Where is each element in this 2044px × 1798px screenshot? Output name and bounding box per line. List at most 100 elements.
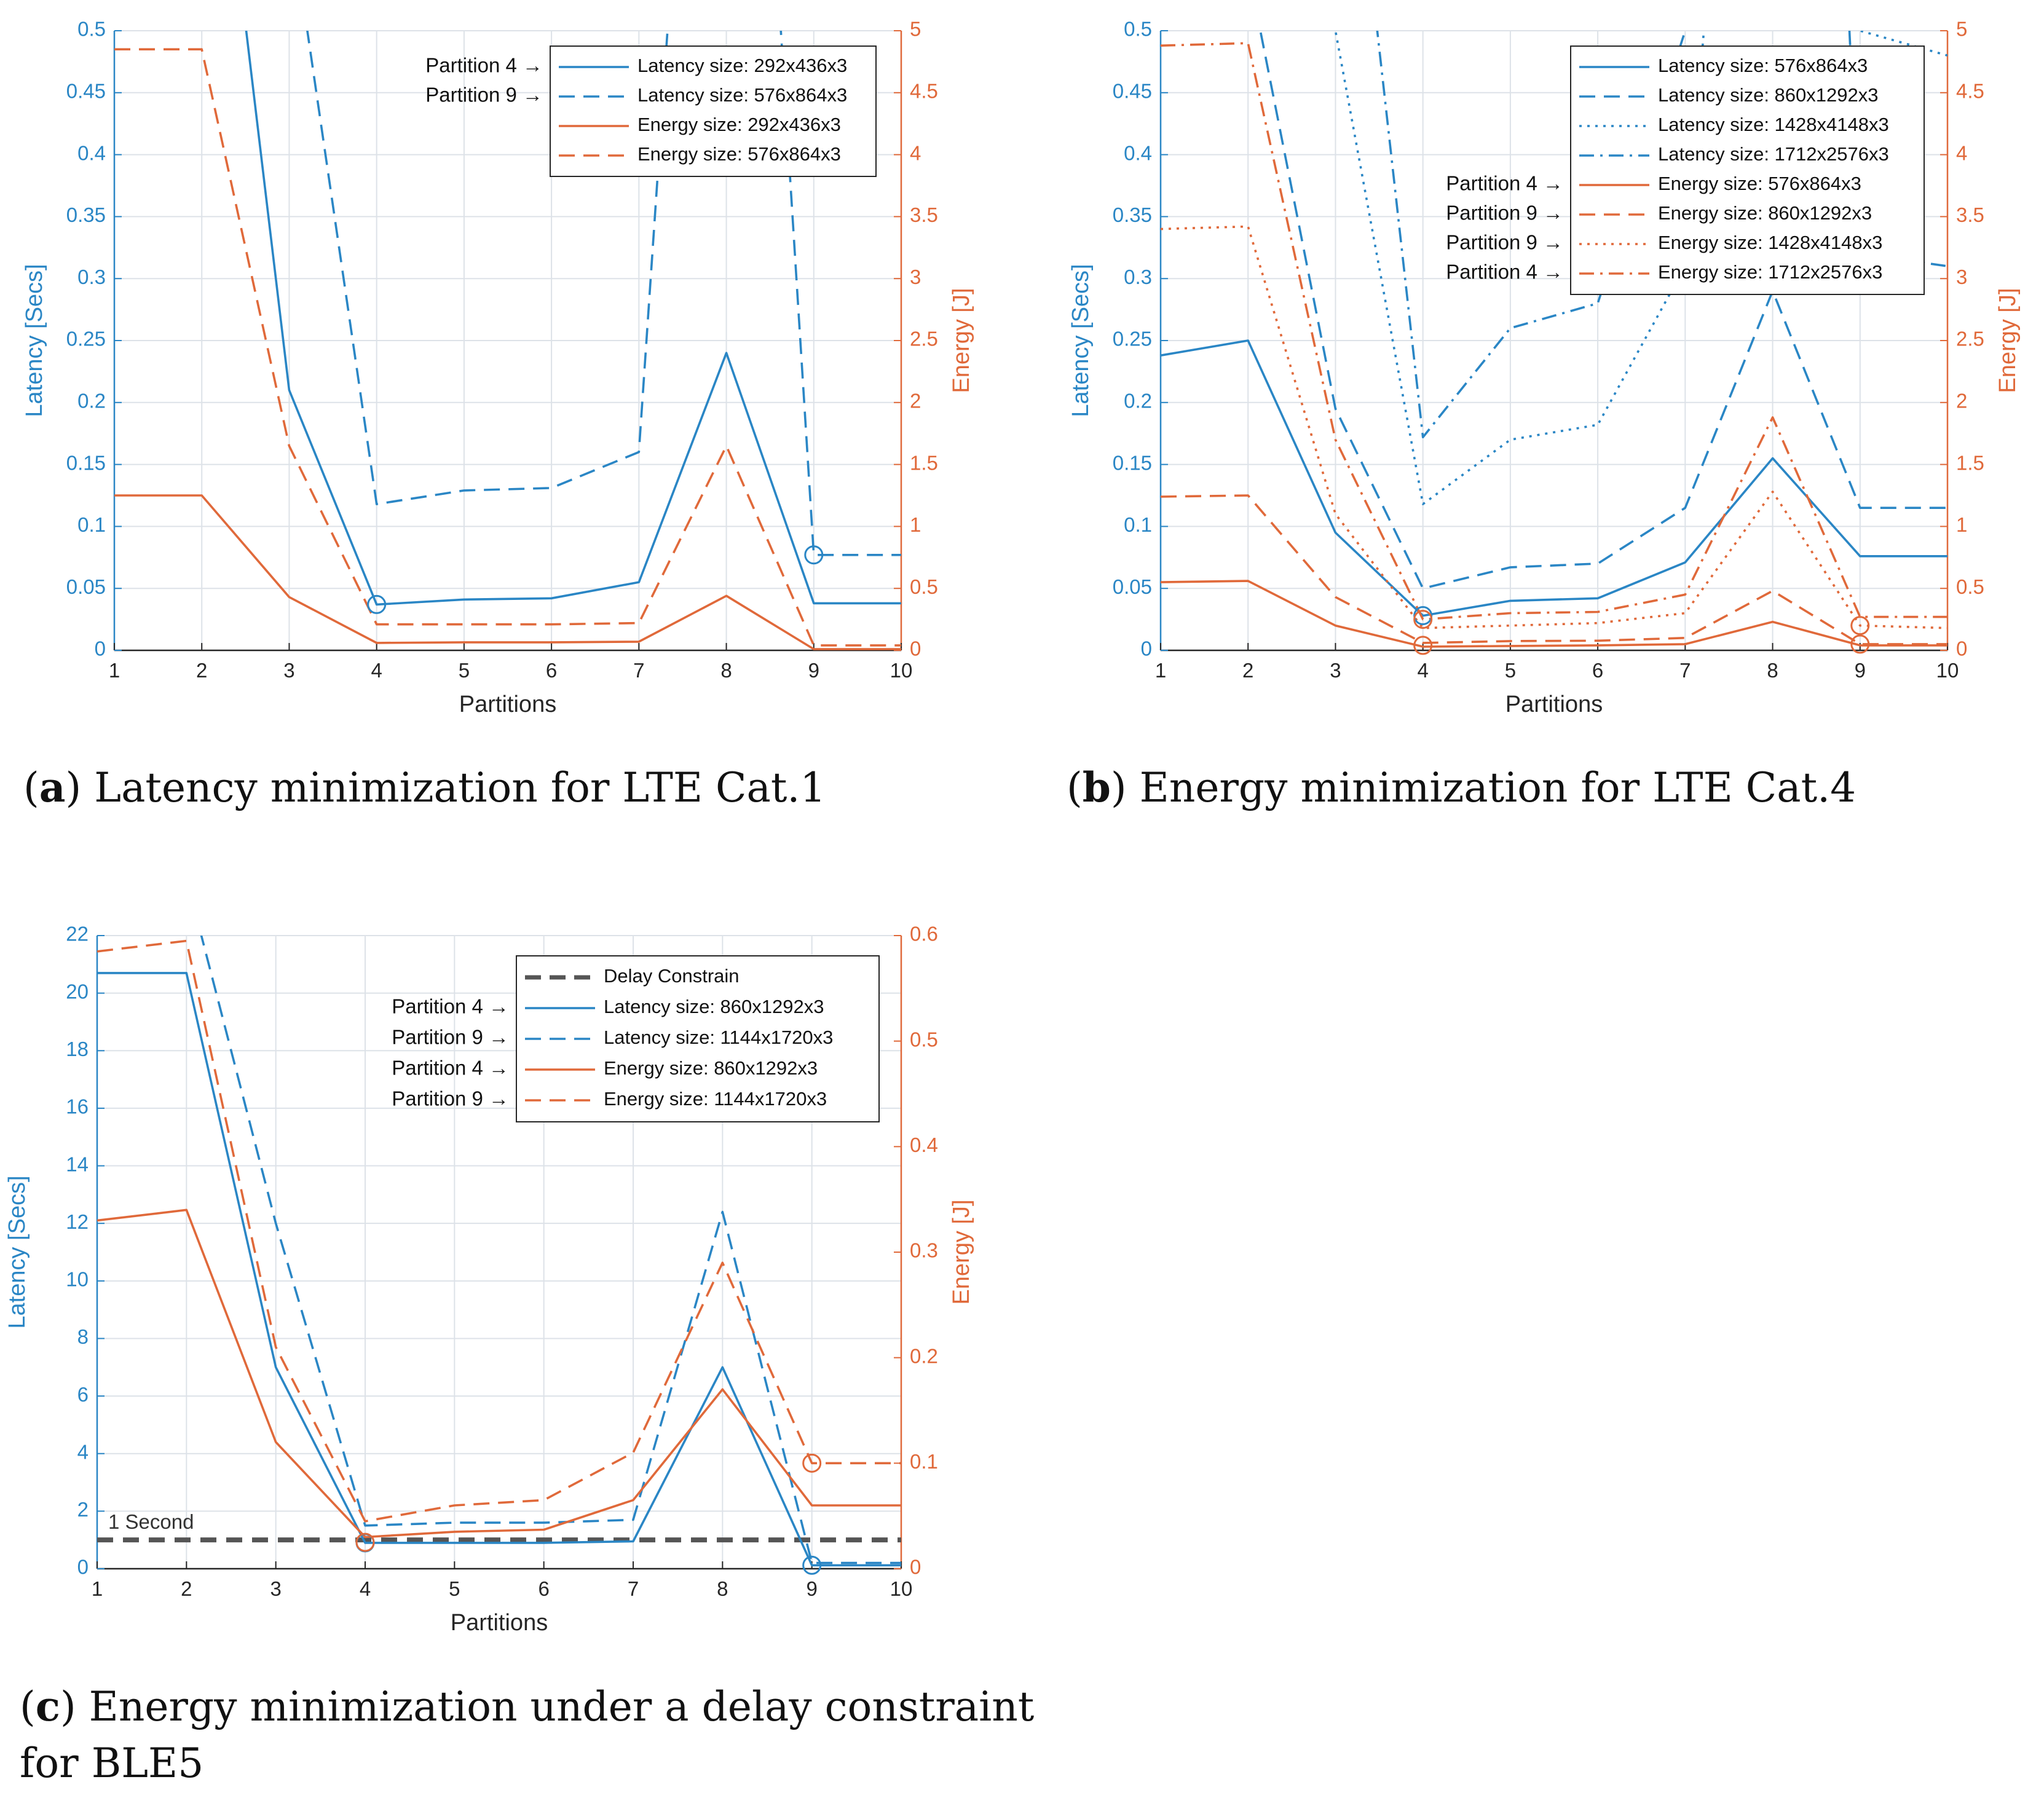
x-tick-label: 6 bbox=[1592, 659, 1603, 682]
y-tick-label-left: 12 bbox=[66, 1210, 89, 1233]
caption-a: (a) Latency minimization for LTE Cat.1 bbox=[23, 763, 826, 811]
legend-entry: Delay Constrain bbox=[604, 965, 740, 987]
y-tick-label-right: 4.5 bbox=[910, 80, 938, 103]
x-tick-label: 7 bbox=[633, 659, 644, 682]
legend-entry: Latency size: 1428x4148x3 bbox=[1658, 114, 1889, 135]
x-tick-label: 2 bbox=[1242, 659, 1253, 682]
legend-partition-arrow: Partition 9 → bbox=[425, 84, 543, 106]
x-tick-label: 1 bbox=[1155, 659, 1166, 682]
legend-box bbox=[1570, 45, 1925, 295]
y-tick-label-left: 8 bbox=[77, 1325, 89, 1348]
x-tick-label: 10 bbox=[1936, 659, 1959, 682]
y-tick-label-left: 0.45 bbox=[1113, 80, 1152, 103]
y-tick-label-right: 0.2 bbox=[910, 1344, 938, 1367]
chart-a: 1 2 3 4 5 6 7 8 9 1000.050.10.150.20.250.30.350.4… bbox=[22, 18, 974, 717]
x-tick-label: 6 bbox=[546, 659, 557, 682]
y-tick-label-right: 2.5 bbox=[910, 328, 938, 350]
legend-entry: Energy size: 1712x2576x3 bbox=[1658, 261, 1882, 283]
legend-entry: Energy size: 860x1292x3 bbox=[1658, 202, 1872, 224]
legend-entry: Latency size: 860x1292x3 bbox=[604, 996, 824, 1017]
legend-entry: Latency size: 860x1292x3 bbox=[1658, 84, 1878, 106]
y-tick-label-right: 0.3 bbox=[910, 1239, 938, 1262]
x-tick-label: 5 bbox=[459, 659, 470, 682]
y-axis-label-right: Energy [J] bbox=[949, 1199, 974, 1304]
x-tick-label: 5 bbox=[449, 1577, 460, 1600]
optimum-marker bbox=[367, 594, 387, 614]
legend-entry: Latency size: 292x436x3 bbox=[637, 55, 847, 76]
y-tick-label-left: 18 bbox=[66, 1038, 89, 1060]
x-tick-label: 3 bbox=[1330, 659, 1341, 682]
legend-entry: Energy size: 1144x1720x3 bbox=[604, 1088, 827, 1110]
y-tick-label-left: 0.15 bbox=[66, 451, 106, 474]
legend-partition-arrow: Partition 4 → bbox=[1446, 172, 1563, 195]
x-tick-label: 8 bbox=[720, 659, 732, 682]
caption-b-text: Energy minimization for LTE Cat.4 bbox=[1139, 764, 1857, 811]
x-tick-label: 1 bbox=[109, 659, 120, 682]
y-tick-label-right: 0 bbox=[910, 1556, 921, 1579]
caption-b-label: b bbox=[1082, 763, 1111, 811]
x-tick-label: 2 bbox=[181, 1577, 192, 1600]
series-line-6 bbox=[1161, 494, 1947, 645]
x-tick-label: 7 bbox=[628, 1577, 639, 1600]
legend-partition-arrow: Partition 4 → bbox=[392, 1057, 509, 1079]
y-tick-label-left: 16 bbox=[66, 1095, 89, 1118]
series-line-1 bbox=[97, 972, 901, 1567]
legend-entry: Latency size: 1144x1720x3 bbox=[604, 1027, 833, 1048]
y-tick-label-right: 3 bbox=[910, 266, 921, 288]
y-tick-label-right: 0.5 bbox=[910, 1028, 938, 1051]
y-axis-label-left: Latency [Secs] bbox=[4, 1175, 30, 1328]
legend: Latency size: 292x436x3 Latency size: 576… bbox=[550, 45, 877, 177]
optimum-marker bbox=[802, 1555, 822, 1575]
legend-entry: Energy size: 576x864x3 bbox=[1658, 173, 1861, 194]
caption-a-text: Latency minimization for LTE Cat.1 bbox=[94, 764, 826, 811]
series-line-3 bbox=[114, 494, 901, 650]
optimum-marker bbox=[355, 1532, 375, 1552]
y-tick-label-left: 0 bbox=[77, 1556, 89, 1579]
legend-partition-arrow: Partition 9 → bbox=[392, 1087, 509, 1110]
y-tick-label-left: 0.5 bbox=[77, 18, 106, 41]
optimum-marker bbox=[1413, 610, 1433, 629]
x-tick-label: 3 bbox=[270, 1577, 281, 1600]
y-axis-label-left: Latency [Secs] bbox=[22, 264, 47, 417]
optimum-marker bbox=[804, 545, 824, 565]
chart-b: 1 2 3 4 5 6 7 8 9 1000.050.10.150.20.250.30.350.4… bbox=[1068, 18, 2021, 717]
y-tick-label-right: 2 bbox=[910, 390, 921, 412]
y-tick-label-left: 0.45 bbox=[66, 80, 106, 103]
y-tick-label-right: 2 bbox=[1956, 390, 1967, 412]
y-tick-label-left: 0.1 bbox=[77, 513, 106, 536]
x-tick-label: 6 bbox=[538, 1577, 549, 1600]
y-tick-label-left: 0.35 bbox=[66, 203, 106, 226]
plot-area bbox=[114, 31, 901, 650]
y-tick-label-left: 2 bbox=[77, 1498, 89, 1521]
x-tick-label: 8 bbox=[1767, 659, 1778, 682]
legend-partition-arrow: Partition 4 → bbox=[425, 54, 543, 77]
y-tick-label-left: 0.2 bbox=[1124, 390, 1152, 412]
plot-area bbox=[1161, 31, 1947, 648]
x-tick-label: 10 bbox=[890, 659, 913, 682]
series-line-5 bbox=[1161, 580, 1947, 648]
legend-entry: Latency size: 576x864x3 bbox=[1658, 55, 1868, 76]
y-tick-label-right: 0.1 bbox=[910, 1450, 938, 1473]
y-tick-label-right: 3 bbox=[1956, 266, 1967, 288]
series-line-1 bbox=[1161, 339, 1947, 617]
legend-entry: Energy size: 1428x4148x3 bbox=[1658, 232, 1882, 253]
legend-partition-arrow: Partition 4 → bbox=[1446, 261, 1563, 283]
series-line-3 bbox=[97, 1209, 901, 1539]
y-tick-label-right: 3.5 bbox=[1956, 203, 1984, 226]
caption-a-label: a bbox=[39, 763, 66, 811]
series-line-3 bbox=[1334, 31, 1947, 505]
legend: Latency size: 576x864x3 Latency size: 860… bbox=[1570, 45, 1925, 295]
x-tick-label: 10 bbox=[890, 1577, 913, 1600]
optimum-marker bbox=[1850, 634, 1870, 654]
y-tick-label-right: 1 bbox=[1956, 513, 1967, 536]
optimum-marker bbox=[802, 1453, 822, 1473]
y-tick-label-right: 0 bbox=[1956, 637, 1967, 660]
legend-partition-arrow: Partition 9 → bbox=[1446, 202, 1563, 224]
y-axis-label-right: Energy [J] bbox=[949, 288, 974, 393]
y-tick-label-right: 4 bbox=[1956, 141, 1967, 164]
legend-entry: Latency size: 576x864x3 bbox=[637, 84, 847, 106]
x-tick-label: 7 bbox=[1679, 659, 1691, 682]
y-tick-label-left: 0.5 bbox=[1124, 18, 1152, 41]
y-tick-label-left: 10 bbox=[66, 1268, 89, 1291]
x-tick-label: 9 bbox=[808, 659, 819, 682]
